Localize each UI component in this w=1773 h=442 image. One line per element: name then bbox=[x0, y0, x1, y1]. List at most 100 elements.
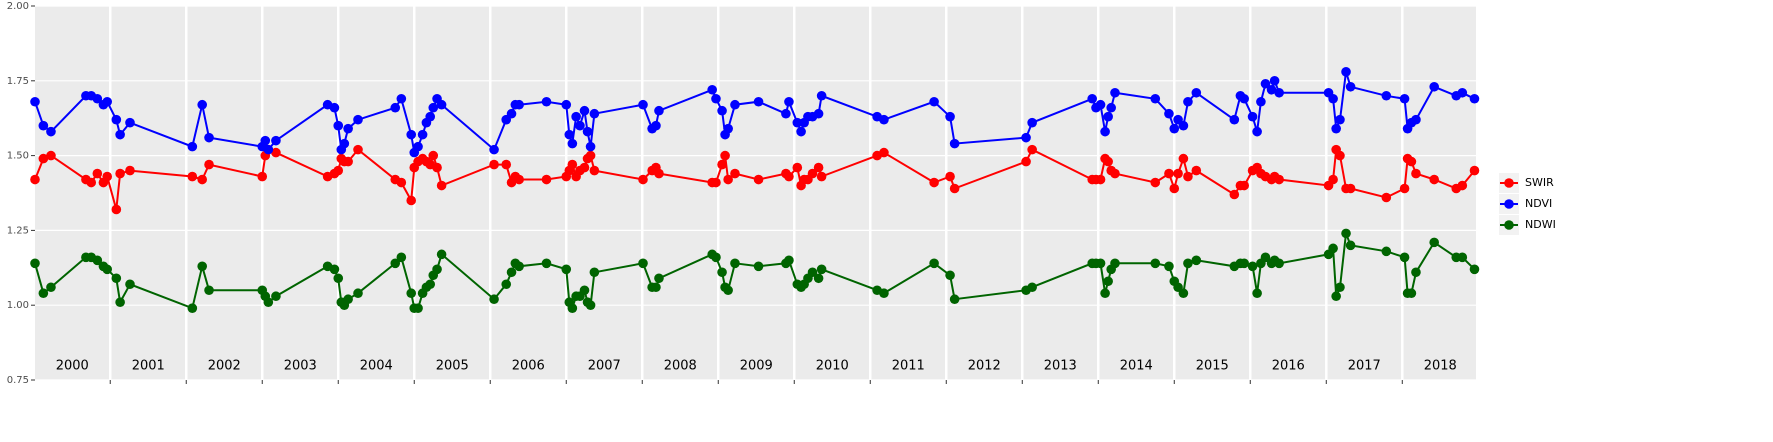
point bbox=[582, 126, 593, 137]
point bbox=[1150, 258, 1161, 269]
year-label: 2004 bbox=[360, 359, 393, 374]
point bbox=[1341, 67, 1351, 77]
point bbox=[514, 99, 524, 110]
point bbox=[489, 144, 499, 155]
year-label: 2001 bbox=[132, 359, 165, 374]
point bbox=[329, 102, 340, 113]
point bbox=[720, 150, 730, 161]
point bbox=[813, 108, 824, 119]
point bbox=[115, 168, 125, 179]
point bbox=[929, 258, 939, 269]
point bbox=[541, 174, 552, 185]
point bbox=[1345, 183, 1356, 194]
point bbox=[723, 123, 733, 134]
point bbox=[929, 177, 939, 188]
point bbox=[204, 159, 214, 170]
point bbox=[1103, 276, 1113, 287]
point bbox=[1191, 255, 1202, 266]
point bbox=[1183, 96, 1193, 107]
point bbox=[1345, 81, 1356, 92]
point bbox=[1335, 114, 1345, 125]
point bbox=[784, 255, 794, 266]
point bbox=[717, 159, 727, 170]
point bbox=[432, 264, 442, 275]
point bbox=[651, 282, 661, 293]
point bbox=[1252, 288, 1262, 299]
point bbox=[102, 171, 113, 182]
point bbox=[38, 120, 49, 131]
point bbox=[654, 168, 664, 179]
point bbox=[730, 99, 740, 110]
year-label: 2015 bbox=[1196, 359, 1229, 374]
y-tick-label: 1.00 bbox=[7, 300, 29, 311]
point bbox=[1164, 261, 1174, 272]
point bbox=[396, 93, 407, 104]
point bbox=[1331, 291, 1341, 302]
point bbox=[428, 150, 439, 161]
point bbox=[567, 159, 578, 170]
point bbox=[589, 165, 600, 176]
point bbox=[1100, 126, 1110, 137]
year-label: 2012 bbox=[968, 359, 1001, 374]
point bbox=[1164, 168, 1174, 179]
point bbox=[260, 135, 271, 146]
point bbox=[561, 99, 572, 110]
point bbox=[807, 168, 818, 179]
point bbox=[879, 288, 889, 299]
point bbox=[1341, 228, 1351, 239]
point bbox=[796, 126, 806, 137]
point bbox=[949, 183, 960, 194]
point bbox=[30, 174, 40, 185]
point bbox=[396, 177, 407, 188]
point bbox=[1150, 93, 1161, 104]
point bbox=[92, 255, 103, 266]
point bbox=[1027, 117, 1037, 128]
point bbox=[1274, 258, 1284, 269]
point bbox=[784, 96, 794, 107]
point bbox=[102, 264, 113, 275]
point bbox=[1173, 168, 1183, 179]
point bbox=[390, 258, 401, 269]
point bbox=[945, 171, 955, 182]
point bbox=[707, 84, 717, 95]
year-label: 2002 bbox=[208, 359, 241, 374]
point bbox=[1164, 108, 1174, 119]
point bbox=[333, 273, 344, 284]
point bbox=[425, 111, 436, 122]
point bbox=[46, 126, 56, 137]
point bbox=[263, 297, 274, 308]
point bbox=[1110, 87, 1120, 98]
point bbox=[425, 279, 436, 290]
year-label: 2007 bbox=[588, 359, 621, 374]
point bbox=[339, 138, 350, 149]
point bbox=[571, 111, 581, 122]
point bbox=[1087, 93, 1097, 104]
point bbox=[111, 273, 122, 284]
point bbox=[1169, 123, 1180, 134]
point bbox=[1239, 93, 1249, 104]
point bbox=[807, 267, 818, 278]
point bbox=[1399, 183, 1410, 194]
point bbox=[1027, 282, 1037, 293]
point bbox=[125, 117, 135, 128]
y-tick-label: 1.50 bbox=[7, 151, 29, 162]
legend-label: NDVI bbox=[1525, 197, 1552, 210]
point bbox=[1381, 246, 1392, 257]
point bbox=[257, 171, 268, 182]
year-label: 2011 bbox=[892, 359, 925, 374]
point bbox=[1266, 84, 1277, 95]
point bbox=[589, 267, 600, 278]
point bbox=[30, 96, 40, 107]
point bbox=[1095, 174, 1106, 185]
point bbox=[204, 285, 214, 296]
point bbox=[945, 270, 955, 281]
point bbox=[561, 264, 572, 275]
point bbox=[730, 168, 740, 179]
point bbox=[638, 258, 648, 269]
point bbox=[1191, 165, 1202, 176]
point bbox=[813, 273, 824, 284]
point bbox=[784, 171, 794, 182]
point bbox=[638, 99, 648, 110]
point bbox=[514, 174, 524, 185]
point bbox=[1103, 111, 1113, 122]
